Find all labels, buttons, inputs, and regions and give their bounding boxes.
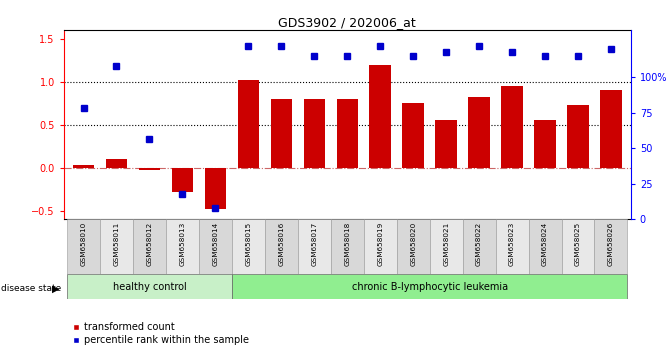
Bar xyxy=(238,80,259,168)
Bar xyxy=(172,168,193,192)
Title: GDS3902 / 202006_at: GDS3902 / 202006_at xyxy=(278,16,416,29)
Bar xyxy=(100,219,133,274)
Text: chronic B-lymphocytic leukemia: chronic B-lymphocytic leukemia xyxy=(352,282,508,292)
Bar xyxy=(303,99,325,168)
Bar xyxy=(133,219,166,274)
Text: GSM658011: GSM658011 xyxy=(113,222,119,267)
Bar xyxy=(462,219,496,274)
Bar xyxy=(166,219,199,274)
Bar xyxy=(232,274,627,299)
Text: GSM658010: GSM658010 xyxy=(81,222,87,267)
Text: GSM658021: GSM658021 xyxy=(443,222,449,267)
Bar xyxy=(595,219,627,274)
Bar xyxy=(397,219,429,274)
Bar xyxy=(67,219,100,274)
Bar xyxy=(562,219,595,274)
Text: GSM658017: GSM658017 xyxy=(311,222,317,267)
Bar xyxy=(496,219,529,274)
Bar xyxy=(67,274,232,299)
Text: GSM658023: GSM658023 xyxy=(509,222,515,267)
Bar xyxy=(435,120,457,168)
Bar xyxy=(529,219,562,274)
Bar xyxy=(370,64,391,168)
Text: healthy control: healthy control xyxy=(113,282,187,292)
Text: disease state: disease state xyxy=(1,284,61,293)
Bar xyxy=(534,120,556,168)
Bar xyxy=(232,219,265,274)
Text: GSM658015: GSM658015 xyxy=(246,222,252,267)
Bar xyxy=(205,168,226,209)
Text: ▶: ▶ xyxy=(52,284,59,293)
Bar xyxy=(270,99,292,168)
Bar xyxy=(199,219,232,274)
Bar xyxy=(331,219,364,274)
Legend: transformed count, percentile rank within the sample: transformed count, percentile rank withi… xyxy=(68,319,253,349)
Bar xyxy=(567,105,588,168)
Bar xyxy=(501,86,523,168)
Text: GSM658012: GSM658012 xyxy=(146,222,152,267)
Bar xyxy=(337,99,358,168)
Text: GSM658020: GSM658020 xyxy=(410,222,416,267)
Bar xyxy=(403,103,424,168)
Bar xyxy=(601,90,621,168)
Text: GSM658013: GSM658013 xyxy=(179,222,185,267)
Text: GSM658022: GSM658022 xyxy=(476,222,482,267)
Text: GSM658019: GSM658019 xyxy=(377,222,383,267)
Text: GSM658026: GSM658026 xyxy=(608,222,614,267)
Bar xyxy=(429,219,462,274)
Bar xyxy=(106,159,127,168)
Bar xyxy=(364,219,397,274)
Text: GSM658025: GSM658025 xyxy=(575,222,581,267)
Text: GSM658018: GSM658018 xyxy=(344,222,350,267)
Bar xyxy=(139,168,160,170)
Bar xyxy=(265,219,298,274)
Bar xyxy=(298,219,331,274)
Text: GSM658024: GSM658024 xyxy=(542,222,548,267)
Text: GSM658016: GSM658016 xyxy=(278,222,285,267)
Text: GSM658014: GSM658014 xyxy=(213,222,218,267)
Bar xyxy=(468,97,490,168)
Bar xyxy=(73,165,94,168)
